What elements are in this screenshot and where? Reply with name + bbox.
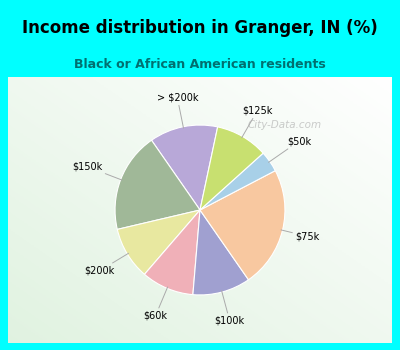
Text: $100k: $100k xyxy=(215,290,245,326)
Wedge shape xyxy=(200,127,263,210)
Text: Income distribution in Granger, IN (%): Income distribution in Granger, IN (%) xyxy=(22,19,378,37)
Text: Black or African American residents: Black or African American residents xyxy=(74,58,326,71)
Text: $125k: $125k xyxy=(242,106,272,138)
Text: $50k: $50k xyxy=(268,136,311,162)
Wedge shape xyxy=(117,210,200,274)
Wedge shape xyxy=(115,140,200,229)
Wedge shape xyxy=(200,171,285,280)
Text: City-Data.com: City-Data.com xyxy=(248,120,322,130)
Text: $150k: $150k xyxy=(72,162,122,180)
Text: $60k: $60k xyxy=(144,287,168,321)
Text: > $200k: > $200k xyxy=(156,93,198,128)
Wedge shape xyxy=(193,210,248,295)
Text: $75k: $75k xyxy=(281,230,319,242)
Text: $200k: $200k xyxy=(84,253,128,276)
Wedge shape xyxy=(144,210,200,295)
Wedge shape xyxy=(152,125,218,210)
Wedge shape xyxy=(200,153,275,210)
